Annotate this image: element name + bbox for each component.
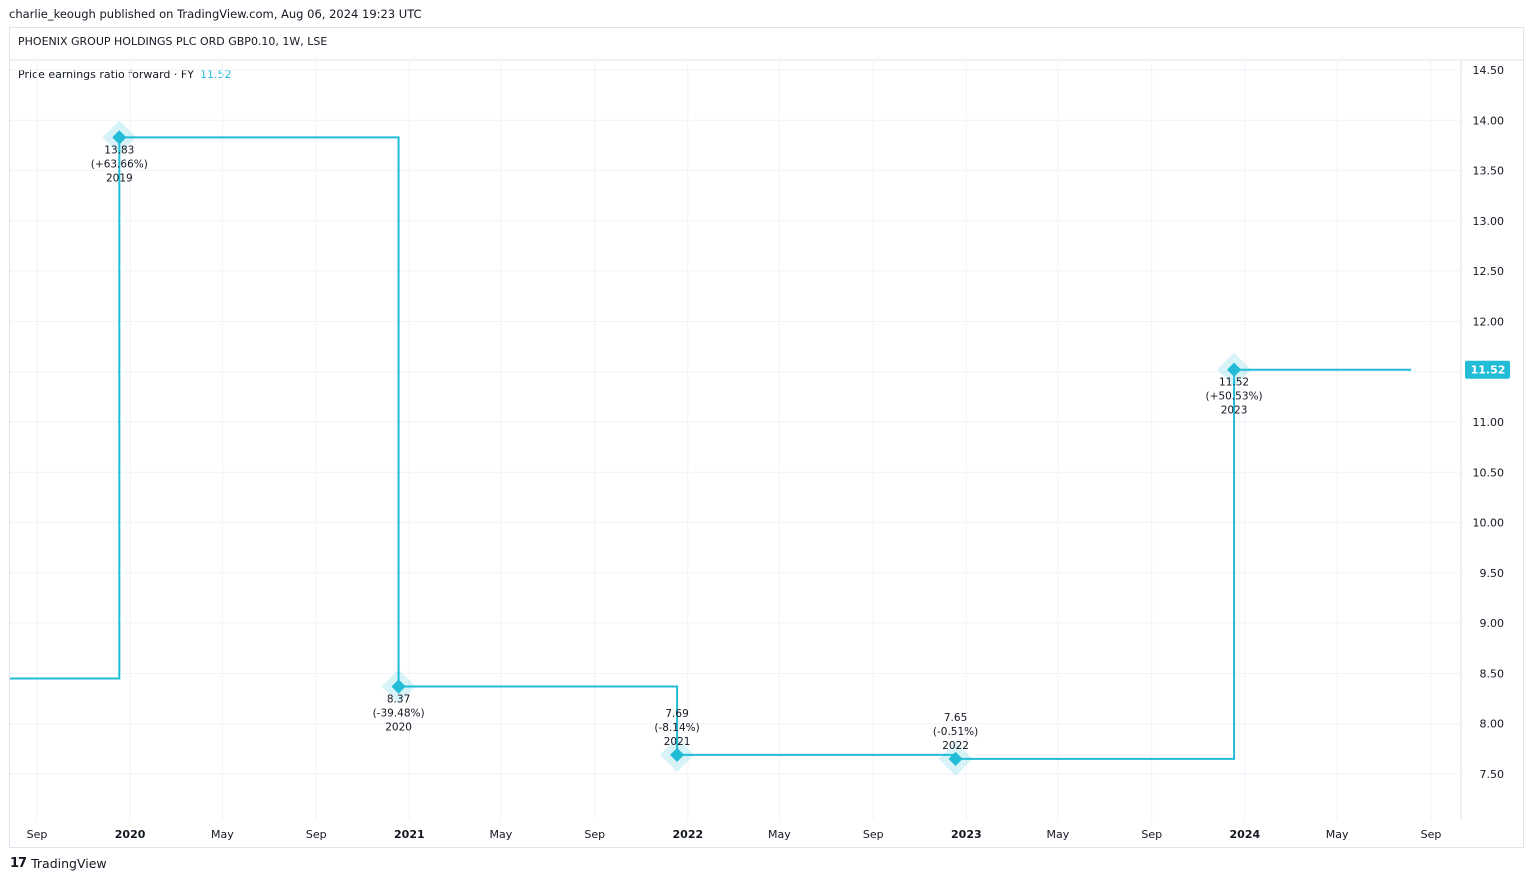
last-value-badge	[1465, 360, 1510, 379]
chart-frame	[9, 27, 1524, 848]
x-tick-label: Sep	[1421, 828, 1442, 841]
data-label-change: (-0.51%)	[933, 726, 978, 738]
data-label-value: 7.69	[665, 708, 688, 720]
x-tick-label: May	[1047, 828, 1070, 841]
data-label-value: 11.52	[1219, 377, 1249, 389]
marker-layer	[102, 120, 1252, 776]
last-value-label: 11.52	[1471, 364, 1506, 377]
indicator-legend[interactable]: Price earnings ratio forward · FY 11.52	[18, 68, 231, 81]
data-label-change: (+63.66%)	[91, 158, 148, 170]
grid-layer	[10, 60, 1461, 820]
label-layer: 13.83 (+63.66%) 2019 8.37 (-39.48%) 2020 7.69 (…	[91, 144, 1263, 752]
y-tick-label: 8.00	[1480, 718, 1505, 731]
data-point-marker[interactable]	[391, 679, 406, 694]
x-tick-label: Sep	[584, 828, 605, 841]
y-tick-label: 8.50	[1480, 667, 1505, 680]
x-tick-label: May	[1326, 828, 1349, 841]
published-line: charlie_keough published on TradingView.…	[9, 7, 422, 21]
time-axis[interactable]: Sep 2020 May Sep 2021 May Sep 2022 May Sep 2023 May…	[27, 828, 1442, 841]
data-label-change: (-8.14%)	[654, 722, 699, 734]
x-tick-label: 2023	[951, 828, 982, 841]
y-tick-label: 14.00	[1473, 114, 1505, 127]
data-label-change: (+50.53%)	[1206, 391, 1263, 403]
tradingview-logo-icon: 17	[10, 856, 27, 871]
symbol-title[interactable]: PHOENIX GROUP HOLDINGS PLC ORD GBP0.10, …	[18, 35, 328, 48]
x-tick-label: May	[768, 828, 791, 841]
x-tick-label: Sep	[1141, 828, 1162, 841]
y-tick-label: 11.00	[1473, 416, 1505, 429]
tradingview-brand-text: TradingView	[31, 856, 107, 871]
y-tick-label: 13.50	[1473, 165, 1505, 178]
y-tick-label: 10.00	[1473, 517, 1505, 530]
data-label-period: 2023	[1221, 405, 1248, 417]
y-tick-label: 9.00	[1480, 617, 1505, 630]
y-tick-label: 12.00	[1473, 315, 1505, 328]
y-tick-label: 7.50	[1480, 768, 1505, 781]
x-tick-label: 2022	[673, 828, 704, 841]
x-tick-label: May	[490, 828, 513, 841]
data-label-change: (-39.48%)	[373, 708, 425, 720]
data-label-period: 2020	[385, 722, 412, 734]
price-axis[interactable]: 14.5014.0013.5013.0012.5012.0011.5011.00…	[1465, 64, 1510, 781]
data-label-value: 7.65	[944, 712, 967, 724]
data-point-marker[interactable]	[1226, 362, 1242, 377]
y-tick-label: 10.50	[1473, 466, 1505, 479]
data-point-marker[interactable]	[670, 747, 685, 762]
x-tick-label: 2020	[115, 828, 146, 841]
legend-value: 11.52	[199, 68, 232, 81]
legend-label: Price earnings ratio forward · FY	[18, 68, 194, 81]
x-tick-label: 2024	[1230, 828, 1261, 841]
data-label-period: 2021	[664, 736, 691, 748]
data-label-period: 2022	[942, 740, 969, 752]
y-tick-label: 13.00	[1473, 215, 1505, 228]
x-tick-label: 2021	[394, 828, 425, 841]
data-label-value: 13.83	[104, 144, 134, 156]
tradingview-logo[interactable]: 17 TradingView	[10, 856, 107, 871]
series-step-line	[10, 136, 1412, 760]
x-tick-label: Sep	[863, 828, 884, 841]
x-tick-label: May	[211, 828, 234, 841]
y-tick-label: 9.50	[1480, 567, 1505, 580]
y-tick-label: 12.50	[1473, 265, 1505, 278]
x-tick-label: Sep	[27, 828, 48, 841]
data-point-marker[interactable]	[948, 751, 963, 766]
series-layer	[10, 136, 1412, 760]
data-label-period: 2019	[106, 172, 133, 184]
x-tick-label: Sep	[306, 828, 327, 841]
data-label-value: 8.37	[387, 694, 410, 706]
y-tick-label: 14.50	[1473, 64, 1505, 77]
